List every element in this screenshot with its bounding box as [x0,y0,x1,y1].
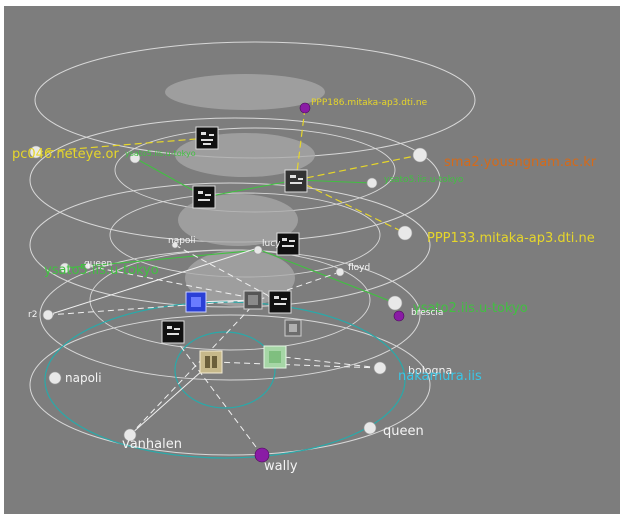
purple-node-icon[interactable] [393,310,405,322]
sphere-nodes [29,145,428,442]
node-sphere-icon[interactable] [84,262,92,270]
node-sphere-icon[interactable] [123,428,137,442]
link-spoke-8 [274,355,381,369]
node-sphere-icon[interactable] [366,177,378,189]
label-ysato2: ysato2.iis.u-tokyo [413,301,528,316]
label-nakamura: nakamura.iis [398,369,482,384]
ring-3 [29,182,431,308]
host-cube-icon[interactable] [243,290,263,310]
host-cube-icon[interactable] [276,232,300,256]
label-pc046: pc046.neteye.or [12,147,119,162]
host-cube-icon[interactable] [192,185,216,209]
host-cube-icon[interactable] [161,320,185,344]
link-green-4 [64,249,261,269]
ring-4-inner [89,249,371,351]
node-sphere-icon[interactable] [42,309,54,321]
node-sphere-icon[interactable] [387,295,403,311]
link-spoke-6 [169,331,263,456]
node-sphere-icon[interactable] [171,241,179,249]
cyan-ring-inner [174,331,276,409]
blue-cube-icon[interactable] [185,291,207,313]
label-sma: sma2.yousngnam.ac.kr [444,155,597,170]
label-ysato5-top: ysato5.iis.u-tokyo [125,149,196,158]
host-cube-icon[interactable] [284,169,308,193]
node-sphere-icon[interactable] [48,371,62,385]
label-vanhalen: vanhalen [122,437,182,452]
link-green-3 [295,179,373,184]
link-yellow-1 [35,137,209,153]
disk-4 [185,250,295,306]
host-cubes [161,126,308,374]
label-ysato5-mid: ysato5.iis.u-tokyo [384,175,464,185]
host-cube-icon[interactable] [195,126,219,150]
node-sphere-icon[interactable] [363,421,377,435]
node-sphere-icon[interactable] [59,262,71,274]
link-spoke-4 [47,299,259,316]
node-sphere-icon[interactable] [373,361,387,375]
node-sphere-icon[interactable] [412,147,428,163]
label-wally: wally [264,459,298,474]
label-ppp133: PPP133.mitaka-ap3.dti.ne [427,231,595,246]
link-yellow-4 [295,154,421,181]
purple-node-icon[interactable] [299,102,311,114]
purple-nodes [254,102,405,463]
purple-node-icon[interactable] [254,447,270,463]
link-yellow-2 [295,107,306,181]
label-napoli-small: napoli [168,236,195,246]
label-floyd: floyd [348,263,370,273]
tan-cube-icon[interactable] [199,350,223,374]
cyan-ring-outer [44,301,406,459]
labels: pc046.neteye.or ysato5.iis.u-tokyo PPP18… [12,98,597,474]
host-cube-icon[interactable] [284,319,302,337]
link-spoke-5 [129,299,259,436]
green-cube-icon[interactable] [263,345,287,369]
link-green-2 [204,179,297,198]
label-bologna: bologna [408,364,452,377]
host-cube-icon[interactable] [268,290,292,314]
ring-bottom [29,314,431,456]
label-r2: r2 [28,310,37,320]
link-yellow-3 [295,179,406,234]
link-spoke-7 [211,361,381,369]
label-brescia: brescia [411,308,443,318]
label-ppp186: PPP186.mitaka-ap3.dti.ne [311,98,428,108]
node-sphere-icon[interactable] [335,267,345,277]
label-ysato5-green: ysato5.iis.u-tokyo [44,263,159,278]
label-lucy: lucy [262,239,281,249]
link-white-1 [47,247,259,316]
label-queen: queen [383,424,424,439]
node-sphere-icon[interactable] [29,145,43,159]
label-napoli: napoli [65,371,102,385]
node-sphere-icon[interactable] [253,245,263,255]
label-queen-small: queen [84,259,112,269]
node-sphere-icon[interactable] [129,152,141,164]
disk-top [165,74,325,110]
node-sphere-icon[interactable] [397,225,413,241]
link-white-2 [129,361,213,436]
